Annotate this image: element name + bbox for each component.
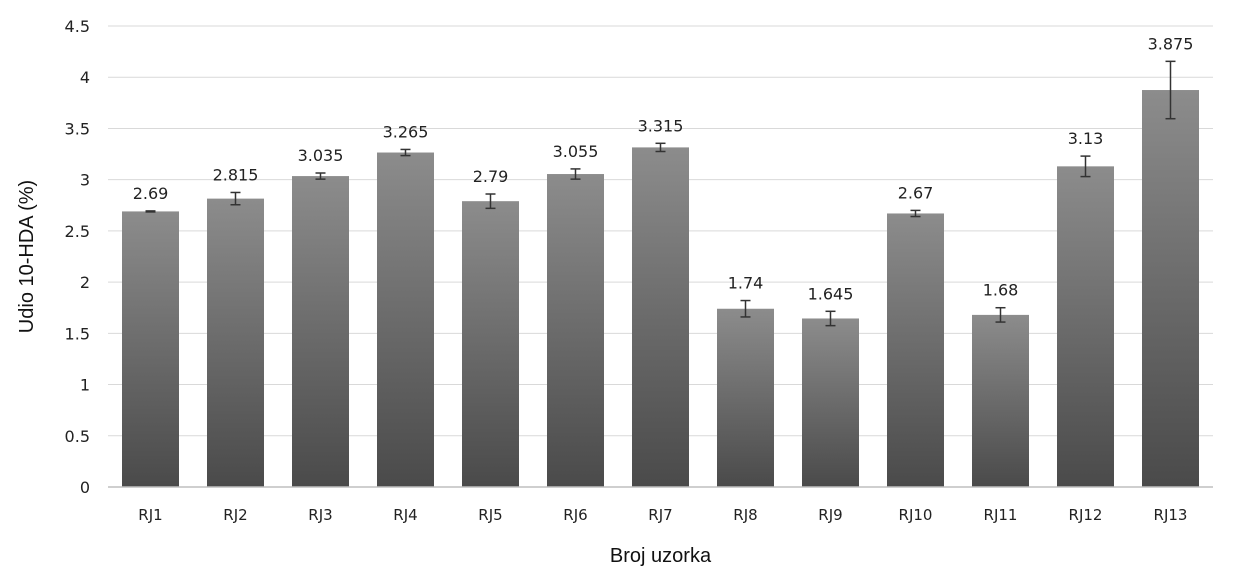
x-tick-label: RJ2 [223, 506, 247, 524]
data-label: 1.68 [983, 281, 1019, 300]
data-label: 3.265 [383, 122, 429, 141]
y-tick-label: 4.5 [65, 17, 90, 36]
error-bar-rj3 [315, 172, 326, 180]
data-label: 3.13 [1068, 129, 1104, 148]
bar-rj7 [632, 147, 689, 487]
bar-rj11 [972, 314, 1029, 487]
x-tick-label: RJ6 [563, 506, 587, 524]
y-tick-label: 3.5 [65, 119, 90, 138]
error-bar-rj11 [995, 306, 1006, 323]
data-label: 3.875 [1148, 34, 1194, 53]
error-bar-rj4 [400, 148, 411, 157]
error-bar-rj6 [570, 168, 581, 180]
bar-rj3 [292, 176, 349, 487]
x-tick-label: RJ10 [899, 506, 933, 524]
bar-rj2 [207, 198, 264, 487]
y-tick-label: 3 [80, 171, 90, 190]
y-axis-ticks: 0 0.5 1 1.5 2 2.5 3 3.5 4 4.5 [65, 17, 90, 497]
data-label: 3.315 [638, 116, 684, 135]
y-tick-label: 0 [80, 478, 90, 497]
data-labels: 2.69 2.815 3.035 3.265 2.79 3.055 3.315 1.74 1.6… [133, 34, 1194, 303]
x-tick-label: RJ5 [478, 506, 502, 524]
x-tick-label: RJ1 [138, 506, 162, 524]
error-bar-rj9 [825, 310, 836, 327]
bar-rj13 [1142, 90, 1199, 488]
x-tick-label: RJ8 [733, 506, 757, 524]
bar-rj9 [802, 318, 859, 487]
x-tick-label: RJ9 [818, 506, 842, 524]
bars [122, 90, 1199, 488]
y-tick-label: 4 [80, 68, 90, 87]
x-tick-label: RJ4 [393, 506, 417, 524]
bar-rj4 [377, 152, 434, 487]
bar-rj5 [462, 201, 519, 487]
y-tick-label: 2 [80, 273, 90, 292]
error-bars [145, 60, 1176, 327]
error-bar-rj8 [740, 299, 751, 318]
data-label: 3.055 [553, 142, 599, 161]
data-label: 2.69 [133, 184, 169, 203]
y-tick-label: 1 [80, 376, 90, 395]
error-bar-rj1 [145, 210, 156, 213]
x-tick-label: RJ11 [984, 506, 1018, 524]
data-label: 2.67 [898, 183, 934, 202]
y-axis-title: Udio 10-HDA (%) [16, 180, 38, 333]
error-bar-rj13 [1165, 60, 1176, 120]
y-tick-label: 0.5 [65, 427, 90, 446]
bar-rj8 [717, 308, 774, 487]
x-tick-label: RJ3 [308, 506, 332, 524]
error-bar-rj10 [910, 209, 921, 218]
y-tick-label: 2.5 [65, 222, 90, 241]
bar-rj1 [122, 211, 179, 487]
bar-rj10 [887, 213, 944, 487]
data-label: 1.645 [808, 284, 854, 303]
data-label: 3.035 [298, 146, 344, 165]
bar-rj6 [547, 174, 604, 487]
x-axis-categories: RJ1 RJ2 RJ3 RJ4 RJ5 RJ6 RJ7 RJ8 RJ9 RJ10 RJ11 RJ12 R… [138, 506, 1187, 524]
data-label: 2.79 [473, 167, 509, 186]
x-axis-title: Broj uzorka [610, 545, 712, 567]
bar-rj12 [1057, 166, 1114, 488]
x-tick-label: RJ7 [648, 506, 672, 524]
data-label: 1.74 [728, 274, 764, 293]
error-bar-rj12 [1080, 155, 1091, 178]
x-tick-label: RJ12 [1069, 506, 1103, 524]
error-bar-rj5 [485, 193, 496, 210]
x-tick-label: RJ13 [1154, 506, 1188, 524]
data-label: 2.815 [213, 165, 259, 184]
error-bar-rj2 [230, 191, 241, 206]
error-bar-rj7 [655, 142, 666, 153]
y-tick-label: 1.5 [65, 324, 90, 343]
